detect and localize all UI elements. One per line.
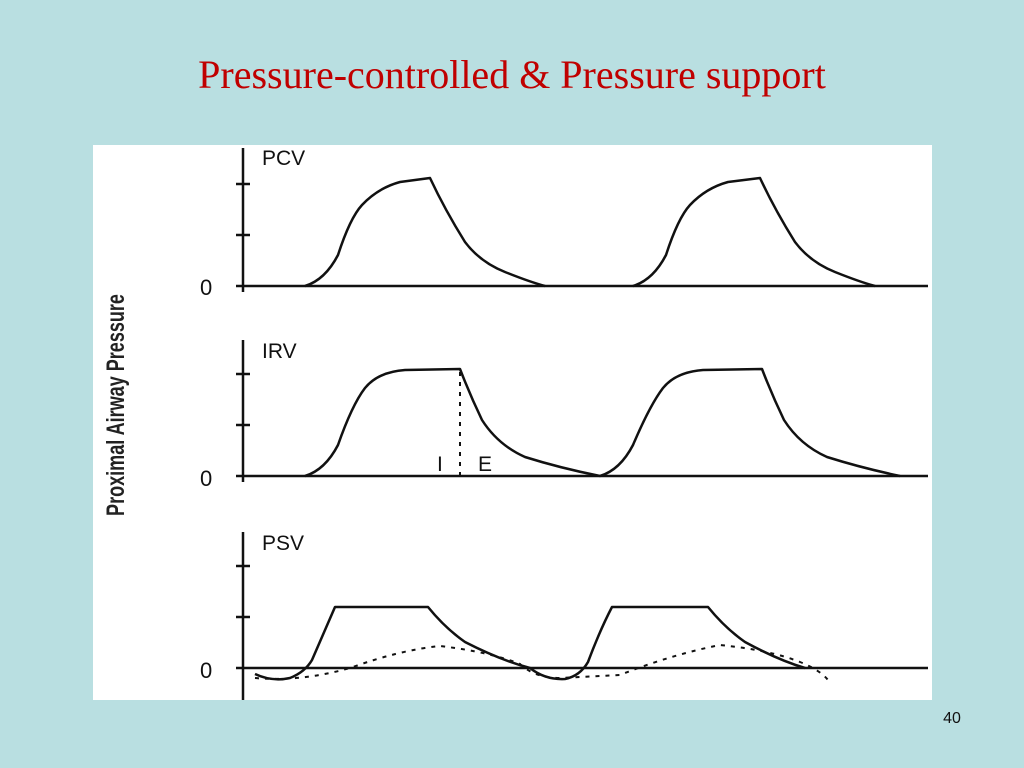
- waveform: [254, 605, 806, 681]
- axes: [236, 148, 928, 292]
- page-number: 40: [943, 710, 961, 727]
- panel-label: PCV: [262, 147, 305, 170]
- inspiration-label: I: [437, 453, 443, 476]
- irv-panel: IRV 0 I E: [200, 340, 928, 491]
- zero-label: 0: [200, 275, 212, 300]
- waveform: [304, 176, 546, 288]
- axes: [236, 340, 928, 482]
- pcv-panel: PCV 0: [200, 147, 928, 300]
- zero-label: 0: [200, 466, 212, 491]
- panel-label: PSV: [262, 532, 304, 555]
- waveform: [632, 176, 876, 288]
- panel-label: IRV: [262, 340, 297, 363]
- slide-title: Pressure-controlled & Pressure support: [198, 52, 826, 97]
- waveform: [599, 367, 901, 478]
- flow-trace: [254, 643, 829, 681]
- psv-panel: PSV 0: [200, 532, 928, 700]
- figure-panel: [93, 145, 932, 700]
- waveform: [304, 367, 601, 478]
- y-axis-label: Proximal Airway Pressure: [101, 294, 130, 516]
- axes: [236, 532, 928, 700]
- zero-label: 0: [200, 658, 212, 683]
- expiration-label: E: [478, 453, 492, 476]
